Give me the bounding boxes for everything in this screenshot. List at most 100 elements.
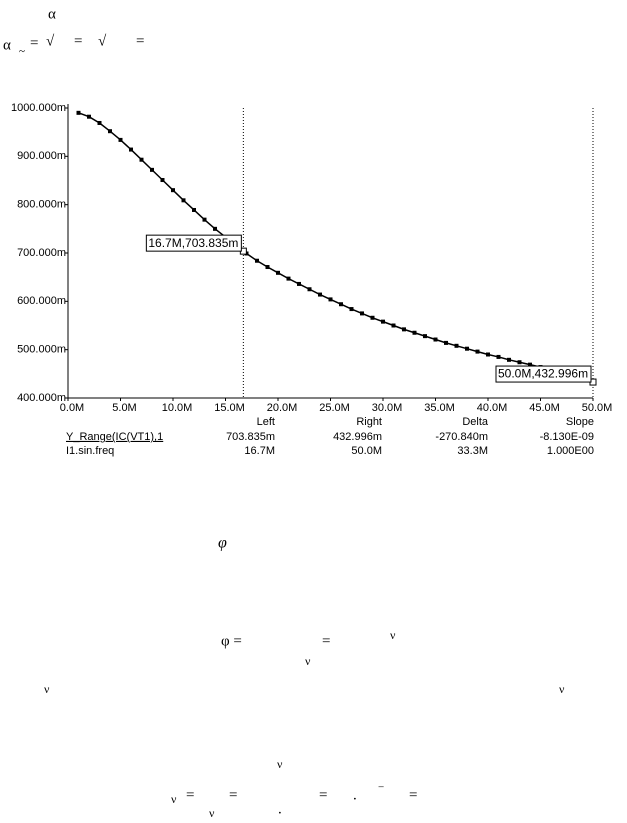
formula: ν xyxy=(559,682,565,696)
x-tick-label: 20.0M xyxy=(267,402,298,414)
x-tick-label: 10.0M xyxy=(162,402,193,414)
x-tick-label: 30.0M xyxy=(372,402,403,414)
x-tick-label: 0.0M xyxy=(60,402,84,414)
y-tick-label: 700.000m xyxy=(17,247,66,259)
table-header: Slope xyxy=(566,416,594,428)
point xyxy=(76,110,81,115)
point xyxy=(129,147,133,152)
formula: ν xyxy=(277,757,283,771)
formula: = xyxy=(30,35,38,51)
point xyxy=(150,167,154,172)
x-tick-label: 5.0M xyxy=(112,402,136,414)
x-tick-label: 35.0M xyxy=(424,402,455,414)
point xyxy=(118,137,123,142)
point xyxy=(349,307,354,312)
table-cell: 16.7M xyxy=(244,445,275,457)
y-tick-label: 500.000m xyxy=(17,344,66,356)
x-tick-label: 15.0M xyxy=(214,402,245,414)
cursor-label-box xyxy=(495,365,592,383)
formula: ν xyxy=(305,654,311,668)
formula: . xyxy=(353,787,357,803)
formula: ν xyxy=(209,806,215,820)
formula: = xyxy=(74,33,82,49)
formula: . xyxy=(278,801,282,817)
point xyxy=(381,319,385,324)
point xyxy=(139,157,144,162)
cursor-label: 16.7M,703.835m xyxy=(148,236,238,250)
point xyxy=(276,270,280,275)
table-cell: -270.840m xyxy=(435,431,488,443)
point xyxy=(360,311,364,316)
point xyxy=(255,258,259,263)
point xyxy=(465,346,469,351)
x-tick-label: 25.0M xyxy=(319,402,350,414)
table-cell: 703.835m xyxy=(226,431,275,443)
formula: − xyxy=(378,782,384,794)
point xyxy=(160,178,165,183)
point xyxy=(486,352,490,357)
point xyxy=(328,297,333,302)
point xyxy=(307,287,312,292)
point xyxy=(108,129,112,134)
point xyxy=(318,292,322,297)
point xyxy=(181,198,186,203)
formula: = xyxy=(319,787,327,803)
formula: ν xyxy=(390,628,396,642)
table-cell: -8.130E-09 xyxy=(540,431,594,443)
formula: = xyxy=(409,787,417,803)
formula: ν xyxy=(171,792,177,806)
row-name: Y_Range(IC(VT1),1 xyxy=(66,431,163,443)
table-header: Right xyxy=(356,416,382,428)
table-header: Left xyxy=(257,416,275,428)
point xyxy=(402,327,406,332)
y-tick-label: 400.000m xyxy=(17,392,66,404)
point xyxy=(213,226,217,231)
formula: φ xyxy=(218,535,227,552)
point xyxy=(454,343,459,348)
point xyxy=(202,217,207,222)
y-tick-label: 600.000m xyxy=(17,295,66,307)
formula: ~ xyxy=(19,46,25,58)
row-name: I1.sin.freq xyxy=(66,445,114,457)
x-tick-label: 50.0M xyxy=(582,402,613,414)
point xyxy=(391,323,396,328)
point xyxy=(265,265,270,270)
x-tick-label: 45.0M xyxy=(529,402,560,414)
point xyxy=(97,120,102,125)
point xyxy=(370,315,375,320)
table-header: Delta xyxy=(462,416,489,428)
point xyxy=(192,207,196,212)
formula: √ xyxy=(46,33,55,49)
point xyxy=(423,334,427,339)
point xyxy=(339,302,343,307)
table-cell: 50.0M xyxy=(351,445,382,457)
formula: = xyxy=(322,633,330,649)
table-cell: 432.996m xyxy=(333,431,382,443)
point xyxy=(517,360,522,365)
point xyxy=(433,337,438,342)
point xyxy=(412,330,417,335)
x-tick-label: 40.0M xyxy=(477,402,508,414)
formula: α xyxy=(3,37,11,53)
point xyxy=(171,188,175,193)
formula: φ = xyxy=(221,633,242,649)
point xyxy=(286,276,291,281)
y-tick-label: 800.000m xyxy=(17,199,66,211)
cursor-label: 50.0M,432.996m xyxy=(498,367,588,381)
formula: ν xyxy=(44,682,50,696)
formula: √ xyxy=(98,33,107,49)
formula: = xyxy=(136,33,144,49)
cursor-label-box xyxy=(145,234,242,252)
table-cell: 1.000E00 xyxy=(547,445,594,457)
y-tick-label: 1000.000m xyxy=(11,102,66,114)
point xyxy=(496,354,501,359)
point xyxy=(507,357,511,362)
table-cell: 33.3M xyxy=(457,445,488,457)
formula: α xyxy=(48,6,56,22)
point xyxy=(297,281,301,286)
formula: = xyxy=(186,787,194,803)
formula: = xyxy=(229,787,237,803)
point xyxy=(475,349,480,354)
y-tick-label: 900.000m xyxy=(17,150,66,162)
